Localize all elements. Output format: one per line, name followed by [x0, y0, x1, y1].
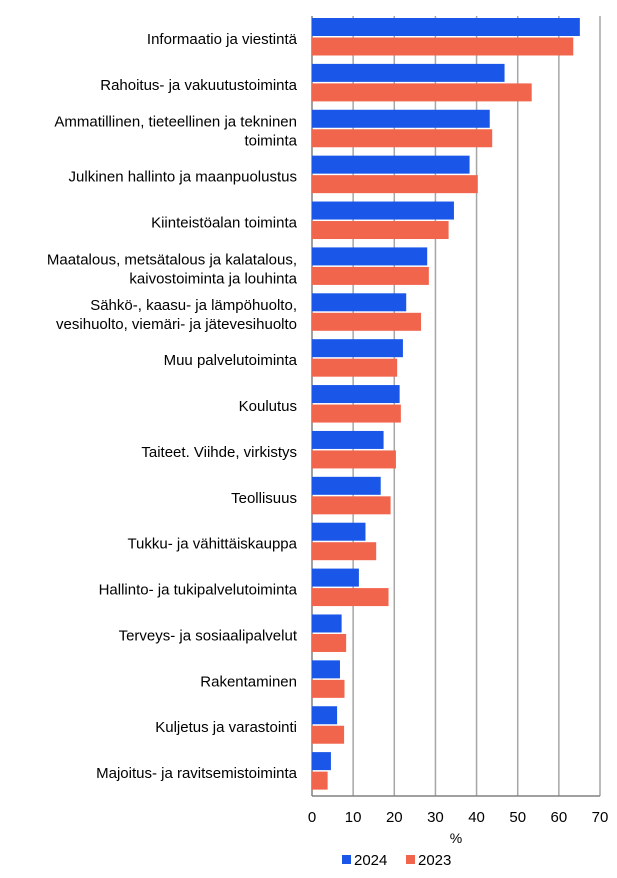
bar-2023 — [312, 633, 347, 652]
bar-2024 — [312, 522, 366, 541]
bar-2024 — [312, 430, 384, 449]
legend-swatch-2024 — [342, 855, 351, 864]
category-label: Rahoitus- ja vakuutustoiminta — [100, 77, 297, 94]
x-tick-label: 20 — [386, 809, 403, 826]
bar-2023 — [312, 83, 532, 102]
x-tick-label: 30 — [427, 809, 444, 826]
category-label: Terveys- ja sosiaalipalvelut — [119, 627, 298, 644]
bar-2024 — [312, 201, 454, 220]
bar-2024 — [312, 706, 338, 725]
category-label: kaivostoiminta ja louhinta — [129, 270, 297, 287]
legend-label: 2024 — [354, 852, 387, 869]
bar-2023 — [312, 450, 396, 469]
bar-2023 — [312, 679, 345, 698]
bar-2024 — [312, 752, 331, 771]
category-label: Kiinteistöalan toiminta — [151, 214, 298, 231]
bar-2024 — [312, 614, 342, 633]
x-axis-label: % — [450, 830, 462, 846]
category-label: Julkinen hallinto ja maanpuolustus — [69, 169, 297, 186]
bar-2024 — [312, 476, 381, 495]
bar-2023 — [312, 358, 398, 377]
category-label: Muu palvelutoiminta — [164, 352, 298, 369]
category-label: Sähkö-, kaasu- ja lämpöhuolto, — [90, 297, 297, 314]
category-label: toiminta — [244, 133, 297, 150]
x-tick-label: 50 — [509, 809, 526, 826]
x-tick-label: 40 — [468, 809, 485, 826]
category-label: Taiteet. Viihde, virkistys — [141, 444, 297, 461]
bar-2023 — [312, 725, 345, 744]
category-label: Tukku- ja vähittäiskauppa — [127, 536, 297, 553]
bar-2024 — [312, 568, 359, 587]
bar-2023 — [312, 312, 422, 331]
category-label: Rakentaminen — [200, 673, 297, 690]
legend-label: 2023 — [418, 852, 451, 869]
bar-2023 — [312, 221, 449, 240]
legend-swatch-2023 — [406, 855, 415, 864]
bar-2024 — [312, 293, 407, 312]
bar-2023 — [312, 404, 401, 423]
x-tick-label: 60 — [551, 809, 568, 826]
category-label: Kuljetus ja varastointi — [155, 719, 297, 736]
bar-2024 — [312, 339, 403, 358]
x-tick-label: 70 — [592, 809, 609, 826]
bar-2024 — [312, 155, 470, 174]
bar-2024 — [312, 109, 490, 128]
bar-2023 — [312, 266, 429, 285]
bar-2024 — [312, 385, 400, 404]
category-label: Majoitus- ja ravitsemistoiminta — [96, 765, 298, 782]
bar-2023 — [312, 588, 389, 607]
category-label: vesihuolto, viemäri- ja jätevesihuolto — [56, 316, 297, 333]
bar-2024 — [312, 18, 580, 36]
category-label: Ammatillinen, tieteellinen ja tekninen — [54, 114, 297, 131]
bar-2024 — [312, 660, 340, 679]
category-label: Maatalous, metsätalous ja kalatalous, — [47, 251, 297, 268]
category-label: Koulutus — [239, 398, 297, 415]
bar-2024 — [312, 63, 505, 82]
category-label: Informaatio ja viestintä — [147, 31, 298, 48]
bar-2023 — [312, 37, 574, 56]
bar-2023 — [312, 542, 377, 561]
bar-2023 — [312, 175, 478, 194]
category-label: Teollisuus — [231, 490, 297, 507]
category-label: Hallinto- ja tukipalvelutoiminta — [99, 582, 298, 599]
bar-2023 — [312, 129, 493, 148]
bar-2024 — [312, 247, 428, 266]
x-tick-label: 0 — [308, 809, 316, 826]
bar-2023 — [312, 496, 391, 515]
x-tick-label: 10 — [345, 809, 362, 826]
bar-2023 — [312, 771, 328, 790]
